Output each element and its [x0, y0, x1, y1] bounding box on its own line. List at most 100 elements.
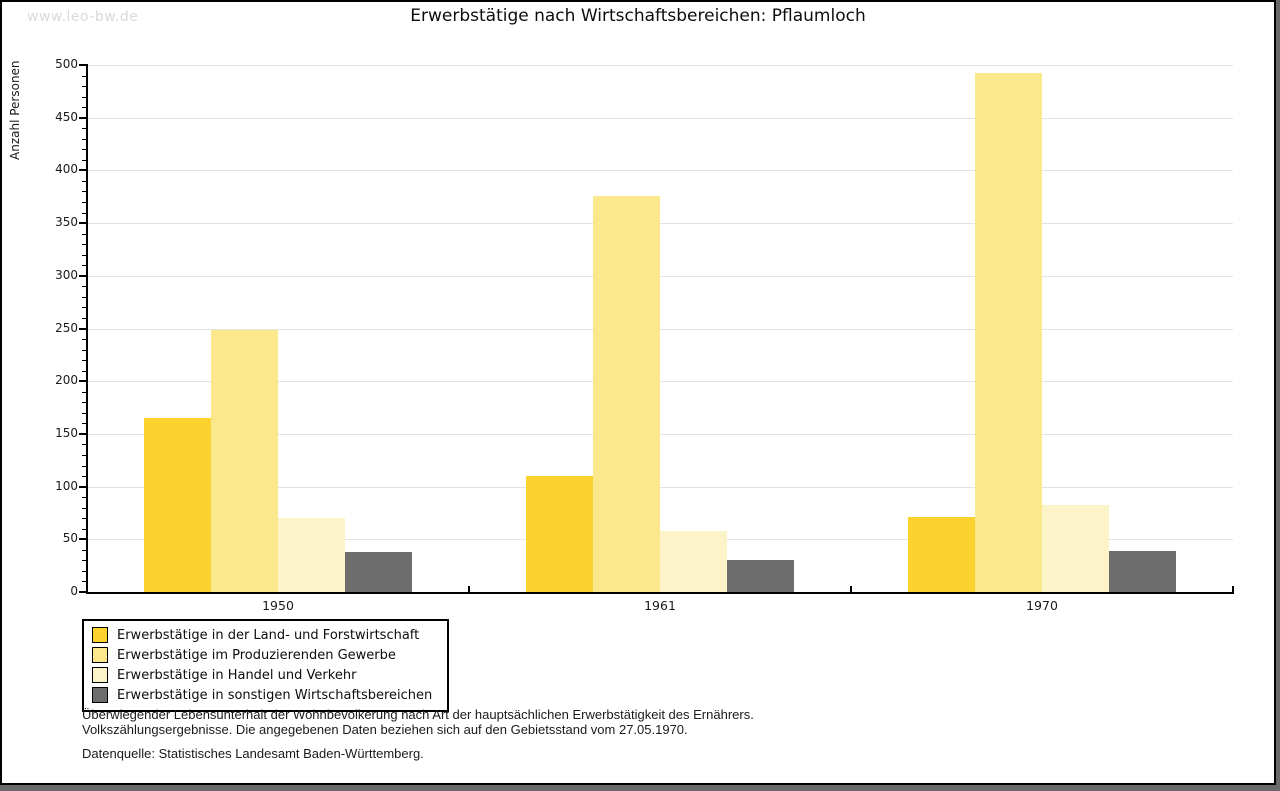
y-minor-tick: [82, 339, 86, 341]
x-tick: [850, 586, 852, 592]
y-tick: [79, 327, 86, 330]
y-minor-tick: [82, 180, 86, 182]
y-minor-tick: [82, 497, 86, 499]
y-minor-tick: [82, 402, 86, 404]
y-tick-label: 250: [55, 320, 78, 335]
y-minor-tick: [82, 507, 86, 509]
y-tick: [79, 169, 86, 172]
y-minor-tick: [82, 286, 86, 288]
bar: [526, 476, 593, 592]
legend-label: Erwerbstätige in der Land- und Forstwirt…: [117, 627, 420, 643]
y-minor-tick: [82, 138, 86, 140]
y-tick: [79, 380, 86, 383]
bar: [144, 418, 211, 592]
y-tick: [79, 432, 86, 435]
bar: [345, 551, 412, 592]
legend-item: Erwerbstätige im Produzierenden Gewerbe: [84, 645, 447, 665]
y-minor-tick: [82, 159, 86, 161]
x-category-label: 1950: [262, 598, 294, 613]
y-minor-tick: [82, 191, 86, 193]
y-minor-tick: [82, 444, 86, 446]
y-minor-tick: [82, 454, 86, 456]
legend-label: Erwerbstätige in sonstigen Wirtschaftsbe…: [117, 687, 433, 703]
x-category-label: 1961: [644, 598, 676, 613]
y-tick-label: 350: [55, 215, 78, 230]
bar: [1042, 504, 1109, 592]
footnote: Überwiegender Lebensunterhalt der Wohnbe…: [82, 707, 754, 737]
y-minor-tick: [82, 75, 86, 77]
watermark: www.leo-bw.de: [27, 9, 139, 25]
x-category-label: 1970: [1026, 598, 1058, 613]
y-tick-label: 450: [55, 109, 78, 124]
y-tick: [79, 64, 86, 66]
y-minor-tick: [82, 412, 86, 414]
x-axis-line: [86, 592, 1234, 594]
y-minor-tick: [82, 317, 86, 319]
y-tick: [79, 222, 86, 225]
legend-item: Erwerbstätige in Handel und Verkehr: [84, 665, 447, 685]
legend-swatch: [92, 647, 108, 663]
legend-swatch: [92, 687, 108, 703]
gridline: [87, 275, 1233, 277]
legend: Erwerbstätige in der Land- und Forstwirt…: [82, 619, 449, 712]
y-minor-tick: [82, 296, 86, 298]
bar: [975, 73, 1042, 592]
y-minor-tick: [82, 86, 86, 88]
y-minor-tick: [82, 128, 86, 130]
y-tick-label: 300: [55, 267, 78, 282]
y-minor-tick: [82, 570, 86, 572]
gridline: [87, 381, 1233, 383]
y-minor-tick: [82, 307, 86, 309]
y-minor-tick: [82, 528, 86, 530]
legend-label: Erwerbstätige in Handel und Verkehr: [117, 667, 357, 683]
gridline: [87, 223, 1233, 225]
bar: [211, 329, 278, 592]
y-minor-tick: [82, 233, 86, 235]
legend-label: Erwerbstätige im Produzierenden Gewerbe: [117, 647, 396, 663]
y-axis-line: [86, 64, 88, 594]
y-minor-tick: [82, 244, 86, 246]
y-tick-label: 0: [70, 584, 78, 598]
y-tick: [79, 591, 86, 593]
chart-title: Erwerbstätige nach Wirtschaftsbereichen:…: [410, 6, 866, 26]
y-tick-label: 100: [55, 478, 78, 493]
y-tick-label: 150: [55, 425, 78, 440]
y-minor-tick: [82, 360, 86, 362]
y-minor-tick: [82, 202, 86, 204]
footnote-line-1: Überwiegender Lebensunterhalt der Wohnbe…: [82, 707, 754, 722]
bar: [593, 195, 660, 592]
bar: [660, 530, 727, 592]
y-minor-tick: [82, 370, 86, 372]
footnote-line-2: Volkszählungsergebnisse. Die angegebenen…: [82, 721, 688, 737]
y-tick-label: 400: [55, 162, 78, 177]
y-minor-tick: [82, 254, 86, 256]
legend-item: Erwerbstätige in der Land- und Forstwirt…: [84, 625, 447, 645]
bar: [908, 517, 975, 592]
legend-swatch: [92, 627, 108, 643]
y-minor-tick: [82, 107, 86, 109]
bar: [1109, 550, 1176, 592]
data-source-note: Datenquelle: Statistisches Landesamt Bad…: [82, 746, 424, 761]
y-tick-label: 200: [55, 373, 78, 388]
legend-item: Erwerbstätige in sonstigen Wirtschaftsbe…: [84, 685, 447, 705]
y-minor-tick: [82, 476, 86, 478]
y-minor-tick: [82, 96, 86, 98]
gridline: [87, 486, 1233, 488]
y-minor-tick: [82, 423, 86, 425]
y-minor-tick: [82, 549, 86, 551]
y-tick: [79, 538, 86, 541]
y-minor-tick: [82, 560, 86, 562]
x-tick: [1232, 586, 1234, 592]
gridline: [87, 117, 1233, 119]
y-minor-tick: [82, 212, 86, 214]
y-tick: [79, 274, 86, 277]
y-minor-tick: [82, 149, 86, 151]
y-tick: [79, 485, 86, 488]
gridline: [87, 433, 1233, 435]
y-minor-tick: [82, 581, 86, 583]
y-minor-tick: [82, 349, 86, 351]
legend-swatch: [92, 667, 108, 683]
y-tick-label: 500: [55, 57, 78, 71]
y-tick: [79, 116, 86, 119]
